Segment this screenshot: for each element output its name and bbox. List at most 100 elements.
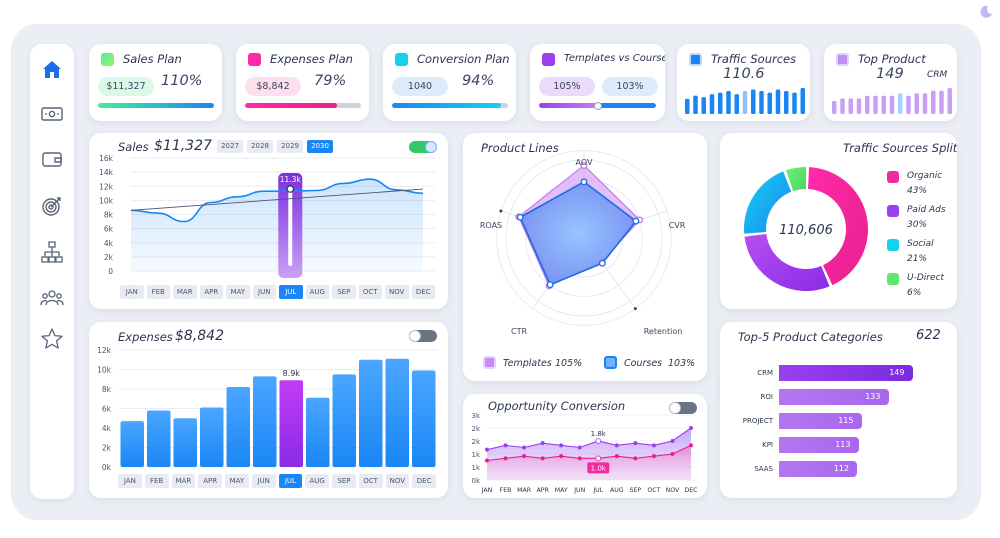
mini-bar (726, 91, 731, 114)
conversion-plan-title: Conversion Plan (417, 52, 510, 66)
opportunity-bottom-label-bg (587, 462, 610, 474)
sales-month-apr[interactable]: APR (199, 285, 223, 299)
traffic-sources-title: Traffic Sources (711, 52, 797, 66)
mini-bar (856, 98, 862, 114)
sales-month-feb[interactable]: FEB (146, 285, 170, 299)
slider-handle[interactable] (594, 102, 602, 110)
legend-marker-paid-ads (887, 205, 899, 217)
expenses-month-aug[interactable]: AUG (305, 474, 329, 488)
opportunity-month-label: NOV (666, 487, 680, 494)
opportunity-month-label: JUL (592, 487, 603, 494)
sales-ytick: 10k (99, 196, 114, 205)
product-lines-title: Product Lines (481, 141, 559, 155)
expenses-bar (147, 410, 171, 467)
opportunity-top-point (522, 445, 527, 450)
top5-value: 113 (835, 440, 851, 449)
expenses-month-sep[interactable]: SEP (332, 474, 356, 488)
sales-plan-marker (101, 53, 114, 66)
mini-bar (898, 93, 903, 114)
top5-label-saas: SAAS (754, 465, 773, 473)
org-chart-icon[interactable] (40, 240, 64, 264)
year-button-2027[interactable]: 2027 (217, 140, 243, 153)
expenses-plan-card[interactable]: Expenses Plan $8,842 79% (236, 44, 369, 121)
expenses-bar (279, 380, 303, 467)
sales-month-may[interactable]: MAY (226, 285, 250, 299)
templates-vs-courses-card[interactable]: Templates vs Courses 105% 103% (530, 44, 665, 121)
expenses-month-feb[interactable]: FEB (144, 474, 169, 488)
sales-month-mar[interactable]: MAR (173, 285, 197, 299)
donut-segment-social (744, 171, 792, 234)
donut-center-value: 110,606 (779, 223, 833, 238)
expenses-month-oct[interactable]: OCT (358, 474, 383, 488)
top5-bar: 115 (779, 413, 862, 429)
expenses-bar (120, 421, 144, 467)
traffic-sources-card[interactable]: Traffic Sources 110.6 (677, 44, 810, 121)
opportunity-top-label: 1.8k (591, 430, 607, 438)
sales-plan-progress (98, 103, 214, 108)
expenses-ytick: 10k (97, 366, 112, 375)
top5-label-roi: ROI (760, 393, 773, 401)
top-product-card[interactable]: Top Product 149 CRM (824, 44, 957, 121)
traffic-split-title: Traffic Sources Split (843, 141, 957, 155)
sales-month-jul[interactable]: JUL (279, 285, 303, 299)
opportunity-month-label: OCT (647, 487, 660, 494)
opportunity-toggle[interactable] (669, 402, 697, 414)
opportunity-line-chart: 3k 2k 2k 1k 1k 0k 1.8k 1.0k JAN FEB MAR APR MAY JUN JU… (471, 412, 697, 494)
conversion-plan-card[interactable]: Conversion Plan 1040 94% (383, 44, 516, 121)
year-button-2028[interactable]: 2028 (247, 140, 273, 153)
courses-pct: 103% (602, 77, 658, 96)
home-icon[interactable] (40, 58, 64, 82)
target-icon[interactable] (40, 194, 64, 218)
opportunity-top-point (595, 438, 602, 444)
opportunity-month-label: MAY (555, 487, 568, 494)
radar-axis-label: CVR (669, 221, 686, 230)
expenses-month-jul[interactable]: JUL (278, 474, 303, 488)
opportunity-top-point (484, 447, 489, 452)
expenses-plan-progress (245, 103, 361, 108)
expenses-bar (306, 397, 330, 467)
sales-month-sep[interactable]: SEP (332, 285, 356, 299)
expenses-chart-toggle[interactable] (409, 330, 437, 342)
sales-ytick: 16k (99, 154, 114, 163)
top5-title: Top-5 Product Categories (738, 330, 883, 344)
expenses-ytick: 0k (102, 463, 112, 472)
sales-month-aug[interactable]: AUG (305, 285, 329, 299)
sales-month-nov[interactable]: NOV (385, 285, 409, 299)
expenses-month-jan[interactable]: JAN (118, 474, 142, 488)
sidebar (30, 44, 74, 499)
expenses-month-may[interactable]: MAY (225, 474, 249, 488)
sales-line-chart: 16k 14k 12k 10k 8k 6k 4k 2k 0 11.3k (99, 154, 435, 278)
year-button-2030[interactable]: 2030 (307, 140, 333, 153)
opportunity-top-point (559, 443, 564, 448)
sales-month-dec[interactable]: DEC (411, 285, 435, 299)
year-button-2029[interactable]: 2029 (277, 140, 303, 153)
users-icon[interactable] (40, 286, 64, 310)
expenses-month-mar[interactable]: MAR (171, 474, 196, 488)
opportunity-top-point (633, 441, 638, 446)
sales-chart-toggle[interactable] (409, 141, 437, 153)
mini-bar (889, 95, 895, 114)
legend-label: Social (907, 239, 934, 249)
donut-segment-organic (807, 167, 868, 286)
sales-month-jun[interactable]: JUN (252, 285, 276, 299)
expenses-month-jun[interactable]: JUN (251, 474, 276, 488)
sales-plan-card[interactable]: Sales Plan $11,327 110% (89, 44, 222, 121)
wallet-icon[interactable] (40, 147, 64, 171)
expenses-month-apr[interactable]: APR (198, 474, 222, 488)
mini-bar (734, 94, 739, 114)
mini-bar (947, 88, 952, 114)
templates-vs-courses-marker (542, 53, 555, 66)
moon-icon[interactable] (979, 5, 993, 19)
mini-bar (709, 94, 715, 114)
star-icon[interactable] (40, 327, 64, 351)
sales-ytick: 0 (108, 267, 113, 276)
sales-month-jan[interactable]: JAN (120, 285, 144, 299)
money-icon[interactable] (40, 102, 64, 126)
expenses-month-nov[interactable]: NOV (385, 474, 410, 488)
expenses-month-dec[interactable]: DEC (412, 474, 436, 488)
top5-bar: 133 (779, 389, 889, 405)
donut-segment-u-direct (786, 167, 806, 192)
expenses-bar (253, 376, 277, 467)
conversion-plan-value: 1040 (392, 77, 448, 96)
sales-month-oct[interactable]: OCT (358, 285, 382, 299)
